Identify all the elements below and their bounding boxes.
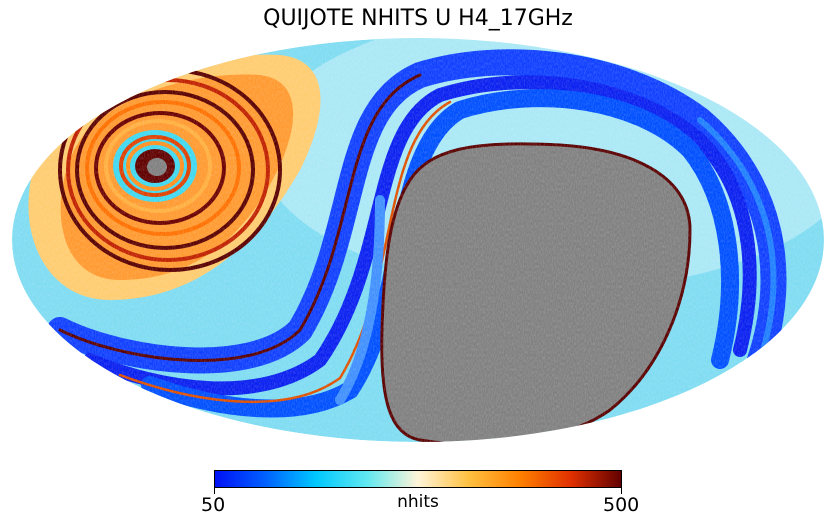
colorbar-tick-max bbox=[621, 488, 622, 494]
colorbar-frame bbox=[214, 470, 622, 488]
colorbar-min-label: 50 bbox=[201, 494, 226, 516]
colorbar-label: nhits bbox=[397, 492, 439, 512]
colorbar-max-label: 500 bbox=[603, 494, 640, 516]
map-title: QUIJOTE NHITS U H4_17GHz bbox=[263, 6, 573, 31]
colorbar-tick-min bbox=[214, 488, 215, 494]
colorbar-gradient bbox=[214, 470, 622, 488]
